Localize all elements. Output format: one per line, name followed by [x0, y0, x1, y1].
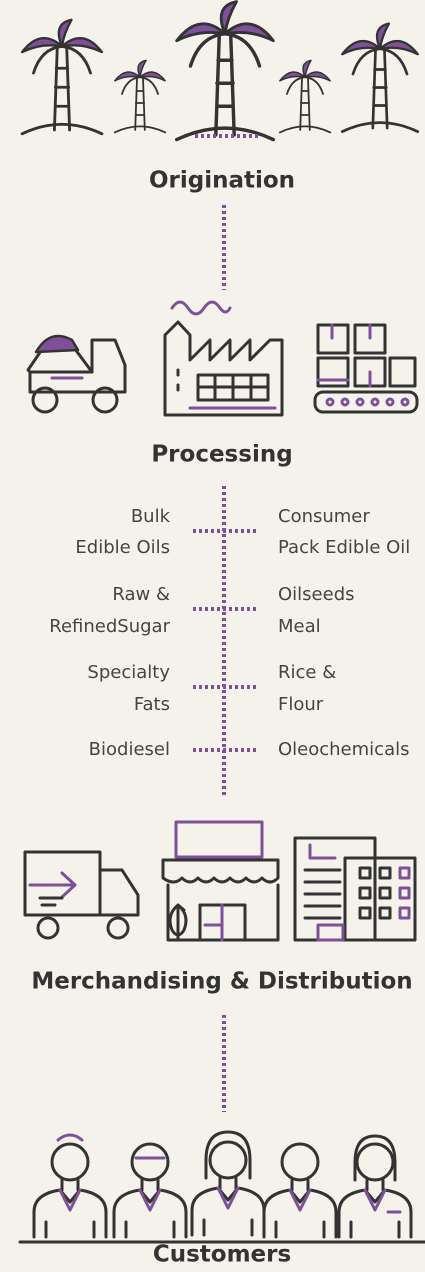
- palm-trees: [20, 0, 420, 142]
- product-right: Pack Edible Oil: [278, 537, 410, 558]
- product-left: RefinedSugar: [49, 616, 170, 637]
- customer-icons: [18, 1130, 425, 1244]
- distribution-icons: [23, 820, 417, 942]
- product-left: Biodiesel: [89, 739, 170, 760]
- stage-title: Processing: [151, 442, 292, 468]
- stage-title: Customers: [153, 1242, 291, 1268]
- product-right: Oleochemicals: [278, 739, 409, 760]
- stage-title: Merchandising & Distribution: [31, 969, 412, 995]
- stage-title: Origination: [149, 168, 295, 194]
- product-right: Flour: [278, 694, 324, 715]
- product-left: Fats: [134, 694, 170, 715]
- product-right: Rice &: [278, 662, 336, 683]
- product-right: Meal: [278, 616, 321, 637]
- product-left: Raw &: [112, 584, 170, 605]
- product-left: Bulk: [131, 506, 171, 527]
- processing-icons: [26, 300, 419, 417]
- products: Bulk Edible Oils Consumer Pack Edible Oi…: [49, 486, 410, 796]
- product-right: Oilseeds: [278, 584, 355, 605]
- product-right: Consumer: [278, 506, 370, 527]
- product-left: Specialty: [87, 662, 170, 683]
- product-left: Edible Oils: [75, 537, 170, 558]
